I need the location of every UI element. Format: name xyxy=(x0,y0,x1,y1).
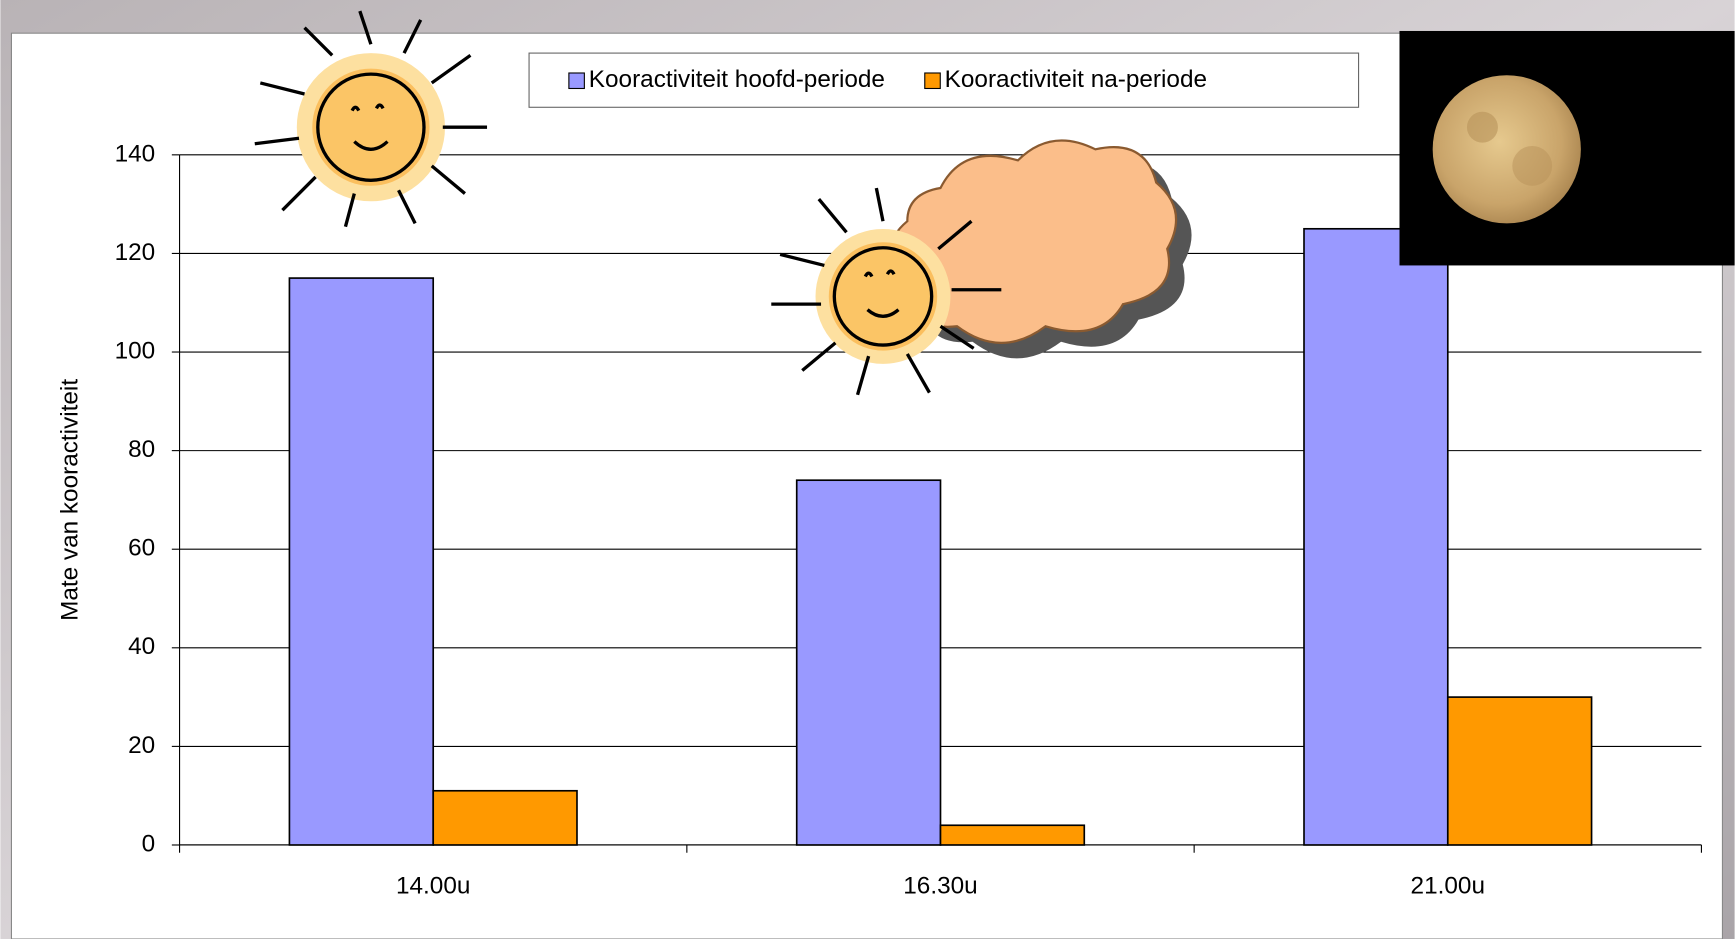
y-tick-label: 80 xyxy=(128,436,155,463)
bar xyxy=(795,479,942,846)
sun-decoration-small xyxy=(771,187,1002,396)
legend-label: Kooractiviteit hoofd-periode xyxy=(589,66,885,93)
legend-swatch xyxy=(568,72,585,90)
bar xyxy=(1303,227,1449,846)
y-tick-label: 20 xyxy=(128,732,155,759)
y-tick-label: 0 xyxy=(142,830,156,857)
bar xyxy=(1446,696,1593,846)
bar xyxy=(432,789,578,846)
x-tick-label: 16.30u xyxy=(903,872,977,899)
legend-entries: Kooractiviteit hoofd-periode Kooractivite… xyxy=(568,66,1207,93)
y-tick-label: 60 xyxy=(128,535,155,562)
y-axis-label: Mate van kooractiviteit xyxy=(57,379,84,621)
legend xyxy=(528,52,1360,108)
legend-label: Kooractiviteit na-periode xyxy=(945,66,1207,93)
y-tick-label: 140 xyxy=(115,140,156,167)
y-tick-label: 120 xyxy=(115,239,156,266)
y-tick-label: 40 xyxy=(128,633,155,660)
bar xyxy=(939,824,1086,846)
x-tick-label: 14.00u xyxy=(396,872,470,899)
bar xyxy=(288,277,435,846)
legend-swatch xyxy=(924,72,941,90)
cloud-decoration xyxy=(889,139,1192,359)
y-tick-label: 100 xyxy=(115,337,156,364)
moon-photo xyxy=(1399,30,1735,266)
sun-decoration xyxy=(254,10,488,228)
x-tick-label: 21.00u xyxy=(1411,872,1485,899)
plot-area: 0 20 40 60 80 100 120 140 14.00u 16.30u 21.00u xyxy=(115,140,1702,899)
